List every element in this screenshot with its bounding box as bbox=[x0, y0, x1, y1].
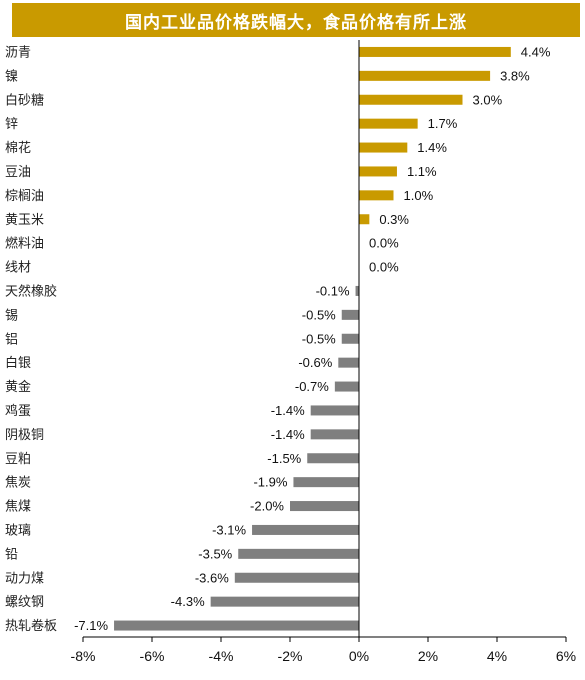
value-label: -0.5% bbox=[302, 307, 336, 322]
bar bbox=[359, 94, 463, 105]
bar bbox=[355, 285, 359, 296]
x-tick-label: -6% bbox=[140, 648, 165, 664]
category-label: 焦煤 bbox=[5, 500, 31, 515]
value-label: 1.1% bbox=[407, 164, 437, 179]
bar bbox=[307, 453, 359, 464]
x-tick-label: -2% bbox=[278, 648, 303, 664]
bar bbox=[290, 501, 359, 512]
bar bbox=[359, 214, 370, 225]
category-label: 阴极铜 bbox=[5, 428, 44, 443]
category-label: 棕榈油 bbox=[5, 189, 44, 204]
value-label: 1.4% bbox=[417, 140, 447, 155]
value-label: -0.7% bbox=[295, 379, 329, 394]
category-label: 豆粕 bbox=[5, 452, 31, 467]
value-label: 3.0% bbox=[473, 92, 503, 107]
category-label: 棉花 bbox=[5, 140, 31, 156]
value-label: 3.8% bbox=[500, 68, 530, 83]
value-label: -0.6% bbox=[298, 355, 332, 370]
value-label: -4.3% bbox=[171, 594, 205, 609]
bar bbox=[341, 309, 359, 320]
bar bbox=[114, 620, 359, 631]
x-tick-label: 4% bbox=[487, 648, 507, 664]
category-label: 铅 bbox=[5, 547, 18, 562]
chart-title: 国内工业品价格跌幅大，食品价格有所上涨 bbox=[12, 3, 580, 37]
bar bbox=[252, 524, 359, 535]
category-label: 锡 bbox=[5, 308, 18, 323]
x-tick-label: 6% bbox=[556, 648, 576, 664]
category-label: 黄金 bbox=[5, 379, 31, 395]
bar bbox=[310, 405, 359, 416]
bar bbox=[293, 477, 359, 488]
value-label: -0.5% bbox=[302, 331, 336, 346]
bar bbox=[359, 46, 511, 57]
value-label: 1.0% bbox=[404, 188, 434, 203]
value-label: 1.7% bbox=[428, 116, 458, 131]
category-label: 沥青 bbox=[5, 45, 31, 60]
value-label: -1.4% bbox=[271, 427, 305, 442]
bar bbox=[234, 572, 359, 583]
axis-group: -8% -6% -4% -2% 0% 2% 4% 6% bbox=[71, 40, 576, 664]
x-tick-label: -4% bbox=[209, 648, 234, 664]
category-label: 豆油 bbox=[5, 165, 31, 180]
category-label: 天然橡胶 bbox=[5, 283, 57, 299]
bar bbox=[359, 118, 418, 129]
category-label: 镍 bbox=[5, 69, 18, 84]
category-label: 线材 bbox=[5, 261, 31, 276]
value-label: -0.1% bbox=[316, 283, 350, 298]
value-label: 4.4% bbox=[521, 44, 551, 59]
value-label: -1.5% bbox=[267, 451, 301, 466]
value-label: -3.6% bbox=[195, 570, 229, 585]
x-tick-label: -8% bbox=[71, 648, 96, 664]
category-label: 白砂糖 bbox=[5, 92, 44, 108]
category-label: 锌 bbox=[5, 117, 18, 132]
category-label: 热轧卷板 bbox=[5, 618, 57, 634]
value-label: 0.0% bbox=[369, 260, 399, 275]
bar bbox=[359, 70, 491, 81]
value-label: -1.4% bbox=[271, 403, 305, 418]
bar bbox=[359, 166, 397, 177]
value-label: -7.1% bbox=[74, 618, 108, 633]
bar bbox=[359, 142, 408, 153]
category-label: 玻璃 bbox=[5, 523, 31, 538]
category-label: 动力煤 bbox=[5, 571, 44, 586]
bar bbox=[334, 381, 359, 392]
category-label: 铝 bbox=[5, 332, 18, 347]
value-label: -3.5% bbox=[198, 546, 232, 561]
category-label: 白银 bbox=[5, 355, 31, 371]
value-label: 0.3% bbox=[379, 212, 409, 227]
bars-group bbox=[114, 46, 511, 631]
bar bbox=[341, 333, 359, 344]
value-label: -3.1% bbox=[212, 522, 246, 537]
bar bbox=[238, 548, 359, 559]
category-label: 螺纹钢 bbox=[5, 595, 44, 610]
value-label: -1.9% bbox=[253, 475, 287, 490]
category-label: 黄玉米 bbox=[5, 213, 44, 228]
bar bbox=[310, 429, 359, 440]
labels-group: 沥青 4.4% 镍 3.8% 白砂糖 3.0% 锌 1.7% 棉花 1.4% 豆油 1.1% 棕榈油 1.… bbox=[5, 44, 551, 634]
value-label: 0.0% bbox=[369, 236, 399, 251]
bar bbox=[338, 357, 359, 368]
category-label: 焦炭 bbox=[5, 476, 31, 491]
x-tick-label: 0% bbox=[349, 648, 369, 664]
bar bbox=[359, 190, 394, 201]
category-label: 鸡蛋 bbox=[5, 403, 31, 419]
value-label: -2.0% bbox=[250, 499, 284, 514]
x-tick-label: 2% bbox=[418, 648, 438, 664]
category-label: 燃料油 bbox=[5, 236, 44, 252]
bar bbox=[210, 596, 359, 607]
